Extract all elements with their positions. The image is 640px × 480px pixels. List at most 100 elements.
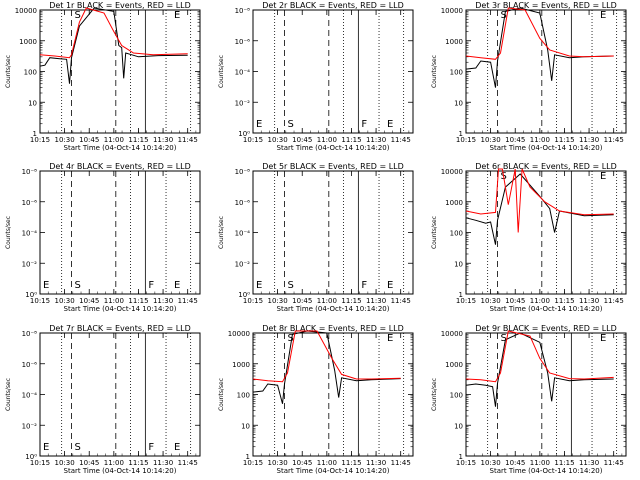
events-series-line [465,7,614,88]
y-tick-label: 10⁰ [238,291,250,299]
y-axis-label: Counts/sec [5,216,12,249]
x-tick-label: 11:15 [128,136,148,144]
phase-marker: E [43,442,49,453]
x-tick-label: 11:15 [554,136,574,144]
phase-marker: E [600,333,606,344]
x-tick-label: 10:30 [268,297,288,305]
x-tick-label: 11:30 [153,136,173,144]
y-tick-label: 10⁻⁸ [22,168,38,176]
phase-marker: E [174,10,180,21]
events-series-line [465,173,614,245]
y-tick-label: 10⁰ [25,291,37,299]
events-series-line [465,332,614,407]
x-tick-label: 11:00 [104,297,124,305]
x-tick-label: 10:15 [30,136,50,144]
y-tick-label: 100 [24,69,37,77]
panel-title: Det 8r BLACK = Events, RED = LLD [262,324,404,333]
panel-title: Det 2r BLACK = Events, RED = LLD [262,1,404,10]
y-tick-label: 10⁻⁶ [22,199,38,207]
y-tick-label: 10⁻⁶ [235,38,251,46]
phase-marker: F [174,10,180,21]
y-axis-label: Counts/sec [218,55,225,88]
x-tick-label: 11:45 [391,459,411,467]
x-tick-label: 10:45 [505,297,525,305]
x-tick-label: 11:15 [341,297,361,305]
y-tick-label: 10000 [15,7,37,15]
events-series-line [252,330,401,404]
y-axis-label: Counts/sec [431,378,438,411]
x-tick-label: 11:45 [604,297,624,305]
x-tick-label: 11:00 [104,459,124,467]
plot-frame [252,332,414,457]
lld-series-line [252,330,401,383]
phase-marker: S [501,10,507,21]
y-tick-label: 10⁻² [22,260,38,268]
phase-marker: S [288,119,294,130]
x-tick-label: 10:30 [55,297,75,305]
lld-series-line [465,7,614,60]
x-tick-label: 11:45 [604,136,624,144]
phase-marker: E [256,280,262,291]
phase-marker: E [256,119,262,130]
x-tick-label: 11:15 [554,297,574,305]
x-tick-label: 10:15 [243,136,263,144]
y-tick-label: 10⁻⁴ [22,392,38,400]
x-tick-label: 10:15 [456,459,476,467]
panel-title: Det 9r BLACK = Events, RED = LLD [475,324,617,333]
x-tick-label: 10:15 [30,297,50,305]
detector-panel: Det 6r BLACK = Events, RED = LLD Counts/s… [431,162,627,313]
x-tick-label: 11:45 [391,297,411,305]
x-tick-label: 11:15 [554,459,574,467]
y-tick-label: 100 [450,392,463,400]
phase-marker: F [361,280,367,291]
y-tick-label: 1000 [19,38,37,46]
y-axis-label: Counts/sec [218,216,225,249]
panel-title: Det 6r BLACK = Events, RED = LLD [475,162,617,171]
y-tick-label: 1 [33,130,37,138]
phase-marker: E [43,280,49,291]
detector-panel: Det 2r BLACK = Events, RED = LLD Counts/s… [218,1,414,152]
x-tick-label: 11:00 [530,136,550,144]
x-tick-label: 11:30 [153,459,173,467]
panel-title: Det 1r BLACK = Events, RED = LLD [49,1,191,10]
plot-frame [465,332,627,457]
x-tick-label: 10:30 [481,136,501,144]
x-tick-label: 10:30 [55,136,75,144]
y-tick-label: 10⁻⁸ [235,168,251,176]
x-tick-label: 10:45 [79,136,99,144]
phase-marker: E [387,333,393,344]
detector-panel: Det 7r BLACK = Events, RED = LLD Counts/s… [5,324,201,475]
x-tick-label: 10:15 [243,459,263,467]
x-axis-label: Start Time (04-Oct-14 10:14:20) [490,305,603,313]
y-tick-label: 10⁻⁸ [22,330,38,338]
phase-marker: E [600,171,606,182]
x-tick-label: 11:45 [178,297,198,305]
x-tick-label: 10:15 [30,459,50,467]
y-tick-label: 10⁻² [235,99,251,107]
x-tick-label: 10:45 [505,136,525,144]
phase-marker: S [75,442,81,453]
x-tick-label: 11:30 [366,136,386,144]
y-tick-label: 1000 [232,361,250,369]
y-tick-label: 10⁻⁶ [235,199,251,207]
phase-marker: F [148,280,154,291]
y-tick-label: 100 [237,392,250,400]
x-tick-label: 11:15 [341,459,361,467]
y-axis-label: Counts/sec [218,378,225,411]
x-tick-label: 11:00 [104,136,124,144]
x-axis-label: Start Time (04-Oct-14 10:14:20) [490,467,603,475]
y-tick-label: 10 [454,260,463,268]
x-axis-label: Start Time (04-Oct-14 10:14:20) [490,144,603,152]
y-tick-label: 10000 [441,7,463,15]
phase-marker: S [501,333,507,344]
y-tick-label: 10⁰ [25,453,37,461]
plot-frame [39,9,201,134]
y-tick-label: 10000 [228,330,250,338]
events-series-line [39,7,188,84]
y-axis-label: Counts/sec [5,55,12,88]
x-tick-label: 11:30 [579,297,599,305]
y-tick-label: 10⁻² [22,422,38,430]
lld-series-line [39,7,188,59]
phase-marker: F [148,442,154,453]
plot-frame [465,9,627,134]
